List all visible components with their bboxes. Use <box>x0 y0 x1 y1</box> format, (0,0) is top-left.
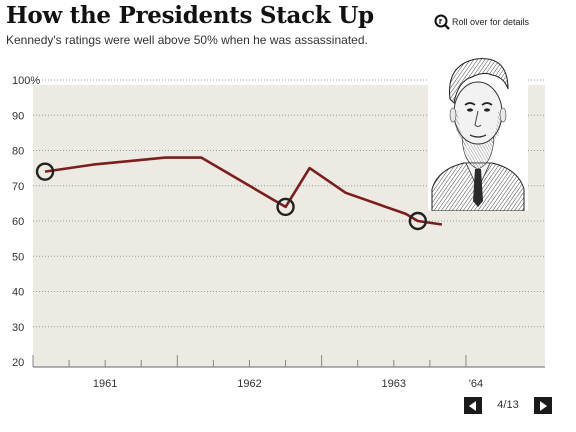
rollover-label: Roll over for details <box>452 17 530 27</box>
y-tick-label: 40 <box>12 287 24 299</box>
data-point-marker <box>276 197 295 217</box>
y-tick-label: 100% <box>12 75 40 87</box>
page-indicator: 4/13 <box>497 399 519 411</box>
previous-button[interactable] <box>464 397 482 414</box>
chart-subtitle: Kennedy's ratings were well above 50% wh… <box>6 33 368 47</box>
next-button[interactable] <box>534 397 552 414</box>
x-tick-label: '64 <box>469 378 483 390</box>
x-tick-label: 1963 <box>382 378 406 390</box>
data-point-marker <box>408 211 428 231</box>
y-tick-label: 30 <box>12 322 24 334</box>
data-point-marker <box>35 162 55 181</box>
chart-title: How the Presidents Stack Up <box>6 2 374 29</box>
magnifier-icon <box>434 14 450 30</box>
y-tick-label: 90 <box>12 110 24 122</box>
y-tick-label: 80 <box>12 146 24 158</box>
y-tick-label: 50 <box>12 251 24 263</box>
rollover-hint[interactable]: Roll over for details <box>434 14 529 30</box>
x-tick-label: 1961 <box>93 378 117 390</box>
arrow-right-icon <box>540 400 547 411</box>
x-tick-label: 1962 <box>237 378 261 390</box>
y-tick-label: 60 <box>12 216 24 228</box>
y-tick-label: 70 <box>12 181 24 193</box>
pagination: 4/13 <box>464 397 552 415</box>
arrow-left-icon <box>469 400 476 411</box>
approval-rating-line <box>44 156 443 226</box>
jfk-portrait-icon <box>428 41 528 211</box>
y-tick-label: 20 <box>12 357 24 369</box>
